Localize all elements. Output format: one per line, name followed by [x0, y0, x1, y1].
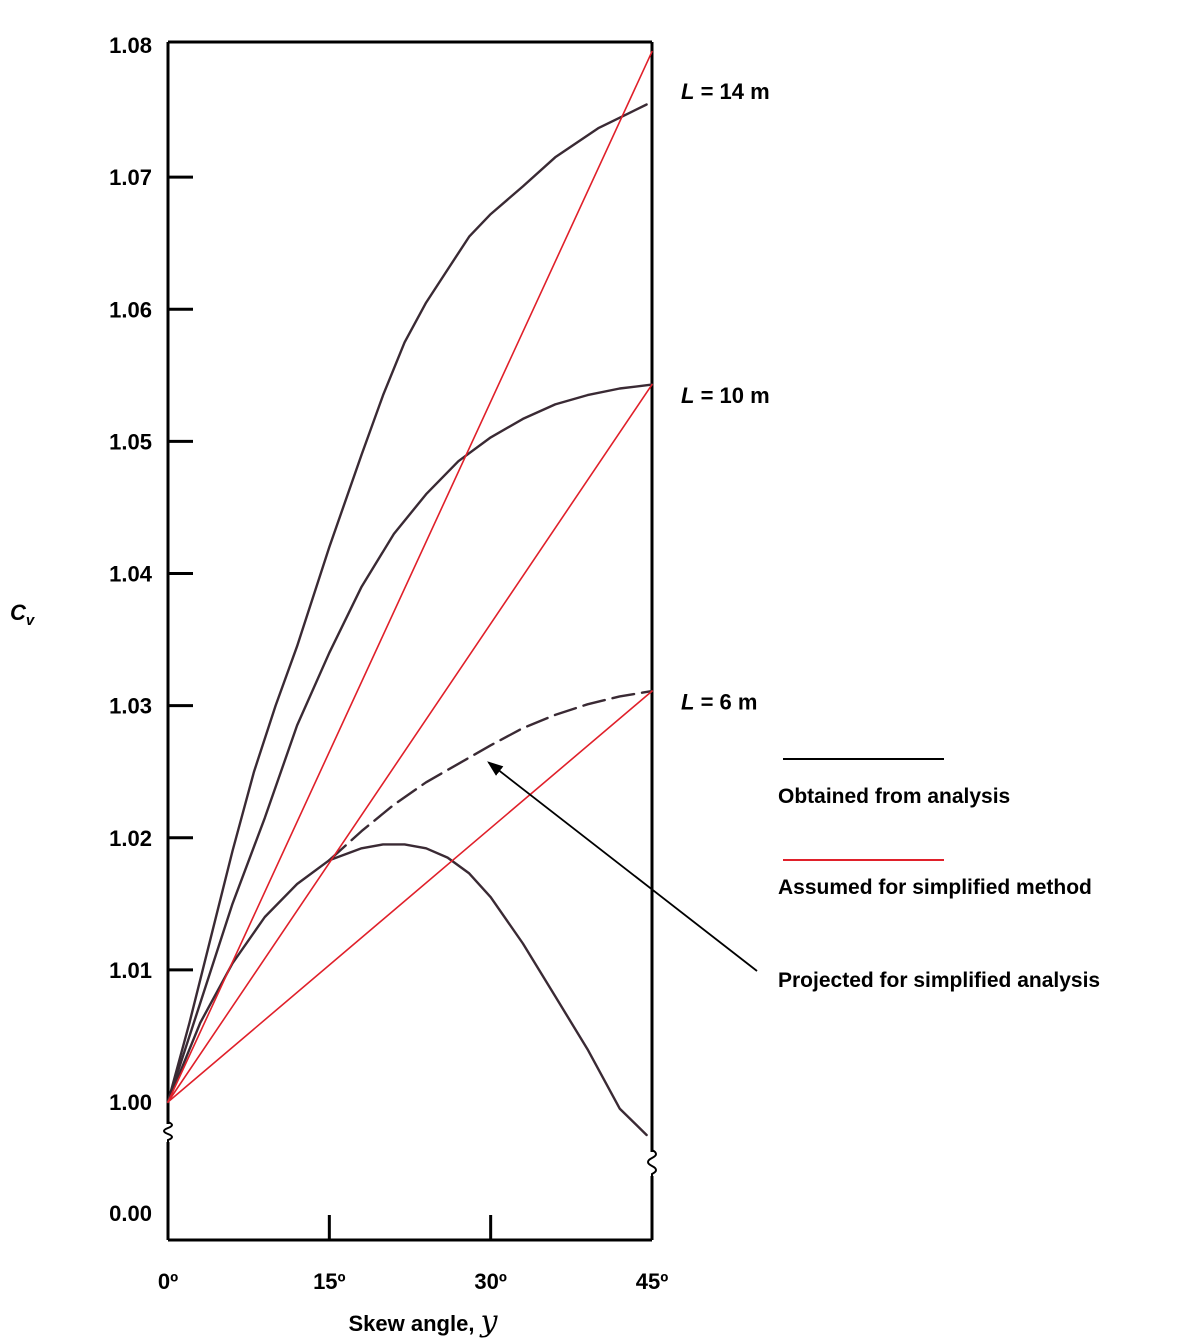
- axis-break-right: [647, 1149, 657, 1178]
- x-tick-label: 45º: [636, 1269, 669, 1294]
- y-axis-label-main: C: [10, 600, 27, 625]
- axis-ticks: 1.08 1.07 1.06 1.05 1.04 1.03 1.02 1.01 1.00 0.00…: [109, 33, 668, 1294]
- y-tick-label: 1.03: [109, 694, 152, 719]
- curve-label-text: = 6 m: [694, 690, 757, 715]
- y-tick-label: 1.04: [109, 562, 153, 587]
- y-tick-label: 1.00: [109, 1090, 152, 1115]
- y-tick-label: 1.07: [109, 165, 152, 190]
- curve-label-text: = 10 m: [694, 383, 769, 408]
- y-axis-label-subscript: v: [26, 612, 36, 629]
- y-tick-label: 1.01: [109, 958, 152, 983]
- x-tick-label: 15º: [313, 1269, 346, 1294]
- y-tick-label: 1.02: [109, 826, 152, 851]
- x-axis-title-text: Skew angle,: [348, 1311, 480, 1336]
- legend-label-analysis: Obtained from analysis: [778, 785, 1010, 808]
- curve-label-symbol: L: [681, 383, 694, 408]
- y-tick-label: 0.00: [109, 1201, 152, 1226]
- series-line-5: [167, 383, 653, 1103]
- axis-break-left: [163, 1121, 173, 1144]
- curve-label-symbol: L: [681, 79, 694, 104]
- y-tick-label: 1.06: [109, 297, 152, 322]
- plot-frame: [163, 40, 657, 1242]
- y-tick-label: 1.08: [109, 33, 152, 58]
- curve-label: L = 6 m: [681, 690, 757, 715]
- legend-label-simplified: Assumed for simplified method: [778, 876, 1092, 899]
- x-tick-label: 0º: [158, 1269, 178, 1294]
- series-line-2: [166, 843, 648, 1137]
- series-line-6: [167, 690, 653, 1103]
- legend-arrow: [487, 761, 758, 972]
- legend: Obtained from analysis Assumed for simpli…: [487, 758, 1100, 992]
- x-axis-title: Skew angle, y: [348, 1304, 498, 1339]
- series-line-4: [167, 50, 653, 1103]
- series-layer: [166, 50, 654, 1137]
- y-tick-label: 1.05: [109, 429, 152, 454]
- curve-label-symbol: L: [681, 690, 694, 715]
- curve-label: L = 10 m: [681, 383, 770, 408]
- series-line-1: [166, 383, 654, 1104]
- x-tick-label: 30º: [474, 1269, 507, 1294]
- x-axis-title-symbol: y: [479, 1304, 499, 1339]
- curve-label-text: = 14 m: [694, 79, 769, 104]
- series-line-3: [328, 689, 654, 862]
- series-line-0: [166, 103, 648, 1104]
- curve-label: L = 14 m: [681, 79, 770, 104]
- legend-label-projected: Projected for simplified analysis: [778, 969, 1100, 992]
- y-axis-label: Cv: [10, 600, 36, 629]
